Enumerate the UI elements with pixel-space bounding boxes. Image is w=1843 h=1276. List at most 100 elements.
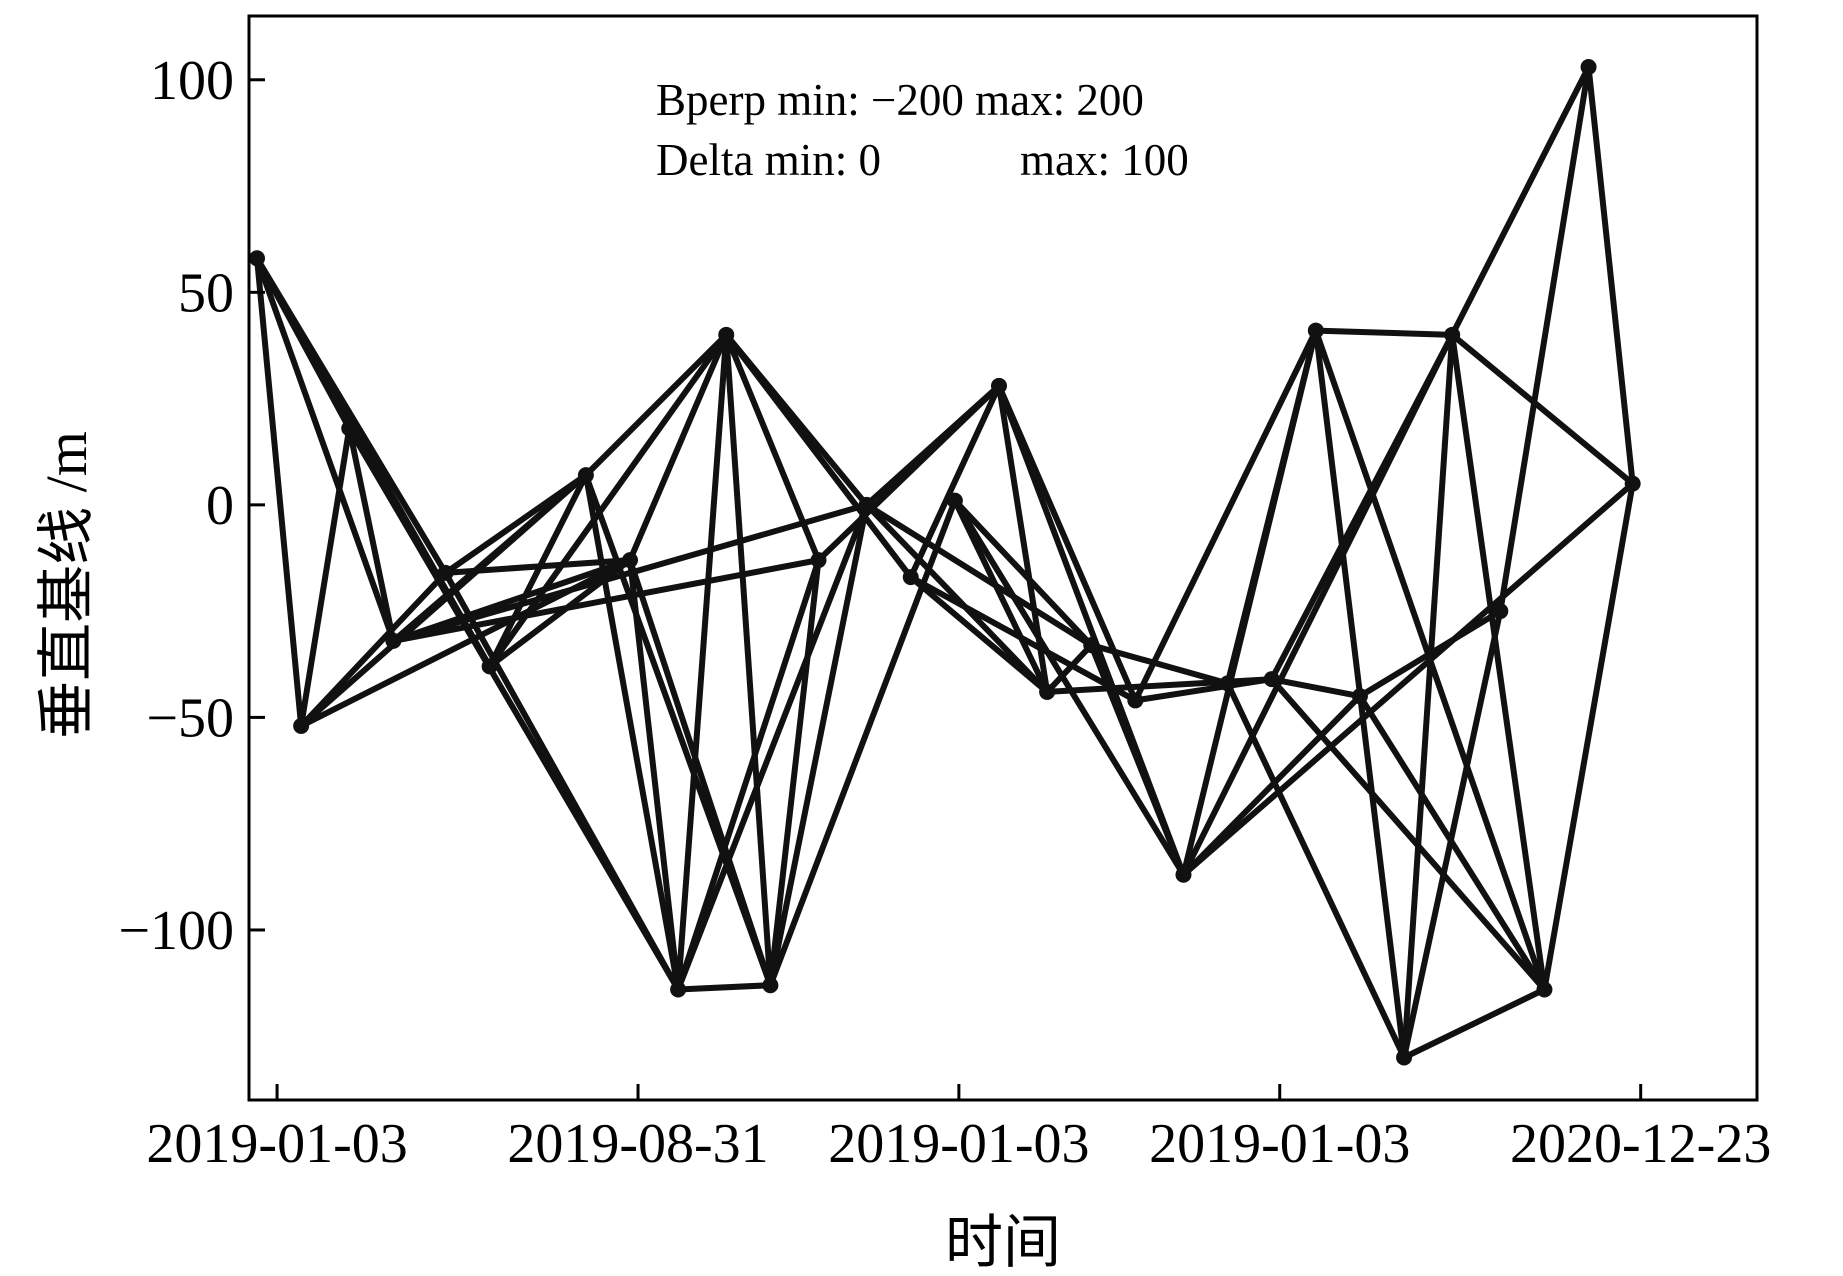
acquisition-node-S: [1127, 692, 1144, 709]
baseline-edge-J-N: [723, 331, 914, 581]
acquisition-node-AD: [1624, 475, 1641, 492]
acquisition-node-U: [1219, 675, 1236, 692]
baseline-edge-V-X: [1268, 676, 1363, 700]
baseline-edge-N-Q: [907, 574, 1051, 695]
acquisition-node-I: [670, 981, 687, 998]
acquisition-node-G: [577, 467, 594, 484]
baseline-edge-Y-Z: [1401, 331, 1456, 1061]
baseline-edge-O-R: [951, 497, 1095, 649]
acquisition-node-H: [622, 552, 639, 569]
x-tick-label: 2019-08-31: [507, 1113, 768, 1175]
acquisition-node-Z: [1444, 326, 1461, 343]
acquisition-node-B: [293, 717, 310, 734]
acquisition-node-A: [249, 250, 266, 267]
acquisition-node-P: [990, 377, 1007, 394]
baseline-edge-U-W: [1224, 327, 1319, 687]
x-axis-ticks: 2019-01-03 2019-08-31 2019-01-03 2019-01-03…: [146, 1084, 1771, 1175]
baseline-edge-G-J: [582, 331, 730, 479]
x-tick-label: 2019-01-03: [828, 1113, 1089, 1175]
baseline-edge-H-K: [627, 557, 774, 989]
baseline-edge-M-R: [863, 501, 1095, 649]
y-axis-title: 垂直基线 /m: [34, 431, 99, 739]
y-tick-label: 0: [206, 475, 234, 537]
acquisition-node-J: [718, 326, 735, 343]
acquisition-node-Y: [1396, 1049, 1413, 1066]
baseline-edge-T-AD: [1180, 480, 1636, 878]
annotation-bperp: Bperp min: −200 max: 200: [656, 75, 1144, 125]
baseline-edge-AA-AC: [1497, 64, 1592, 615]
baseline-edge-B-C: [298, 425, 353, 729]
acquisition-node-O: [946, 492, 963, 509]
baseline-edge-G-I: [582, 472, 682, 993]
y-axis-ticks: 100 50 0 −50 −100: [118, 50, 265, 962]
baseline-edge-B-E: [298, 569, 449, 729]
baseline-edge-D-G: [390, 472, 589, 644]
acquisition-node-AA: [1492, 603, 1509, 620]
baseline-edge-U-Y: [1224, 680, 1408, 1061]
acquisition-node-L: [810, 552, 827, 569]
baseline-edge-F-G: [486, 472, 589, 670]
baseline-edge-A-D: [254, 255, 397, 644]
acquisition-node-F: [481, 658, 498, 675]
baseline-edge-I-L: [675, 557, 822, 993]
acquisition-node-X: [1351, 688, 1368, 705]
acquisition-node-R: [1083, 637, 1100, 654]
acquisition-node-W: [1307, 322, 1324, 339]
y-tick-label: −50: [146, 687, 234, 749]
baseline-edge-S-W: [1132, 327, 1319, 704]
acquisition-node-D: [385, 632, 402, 649]
baseline-edge-J-L: [723, 331, 822, 564]
y-tick-label: 50: [178, 262, 234, 324]
baseline-edge-AB-AD: [1541, 480, 1636, 993]
baseline-edge-T-X: [1180, 693, 1363, 878]
baseline-edges: [254, 64, 1636, 1061]
baseline-edge-R-U: [1088, 642, 1231, 687]
x-tick-label: 2019-01-03: [146, 1113, 407, 1175]
baseline-edge-E-I: [442, 569, 682, 993]
baseline-edge-K-L: [767, 557, 822, 989]
baseline-edge-H-I: [627, 557, 682, 993]
acquisition-node-AC: [1580, 59, 1597, 76]
y-tick-label: −100: [118, 900, 234, 962]
acquisition-node-E: [437, 564, 454, 581]
baseline-edge-F-J: [486, 331, 730, 670]
baseline-edge-Z-AD: [1449, 331, 1636, 487]
acquisition-node-C: [341, 420, 358, 437]
acquisition-node-Q: [1039, 683, 1056, 700]
baseline-edge-O-Q: [951, 497, 1051, 695]
baseline-edge-A-B: [254, 255, 305, 729]
annotation-delta-max: max: 100: [1020, 135, 1189, 185]
baseline-edge-Y-AA: [1401, 608, 1504, 1061]
acquisition-node-V: [1263, 671, 1280, 688]
baseline-edge-K-M: [767, 501, 870, 989]
baseline-edge-Z-AC: [1449, 64, 1592, 338]
x-tick-label: 2019-01-03: [1149, 1113, 1410, 1175]
baseline-edge-N-P: [907, 382, 1002, 581]
y-tick-label: 100: [150, 50, 234, 112]
baseline-edge-E-G: [442, 472, 589, 576]
x-tick-label: 2020-12-23: [1510, 1113, 1771, 1175]
baseline-edge-Y-AB: [1401, 986, 1548, 1061]
baseline-edge-I-J: [675, 331, 730, 993]
baseline-edge-R-T: [1088, 642, 1187, 878]
baseline-edge-J-K: [723, 331, 774, 989]
baseline-edge-Q-R: [1044, 642, 1095, 695]
acquisition-node-K: [762, 977, 779, 994]
baseline-edge-S-V: [1132, 676, 1275, 704]
baseline-edge-V-AB: [1268, 676, 1548, 993]
baseline-edge-Z-AB: [1449, 331, 1548, 993]
plot-frame: [247, 14, 1759, 1102]
baseline-edge-A-E: [254, 255, 449, 576]
acquisition-node-M: [858, 496, 875, 513]
baseline-edge-H-J: [627, 331, 730, 564]
baseline-edge-I-K: [675, 982, 774, 993]
x-axis-title: 时间: [945, 1210, 1061, 1275]
acquisition-node-T: [1175, 866, 1192, 883]
acquisition-nodes: [249, 59, 1641, 1066]
acquisition-node-N: [902, 569, 919, 586]
baseline-edge-I-M: [675, 501, 870, 993]
baseline-edge-W-Z: [1312, 327, 1456, 338]
acquisition-node-AB: [1536, 981, 1553, 998]
baseline-edge-M-Q: [863, 501, 1051, 695]
